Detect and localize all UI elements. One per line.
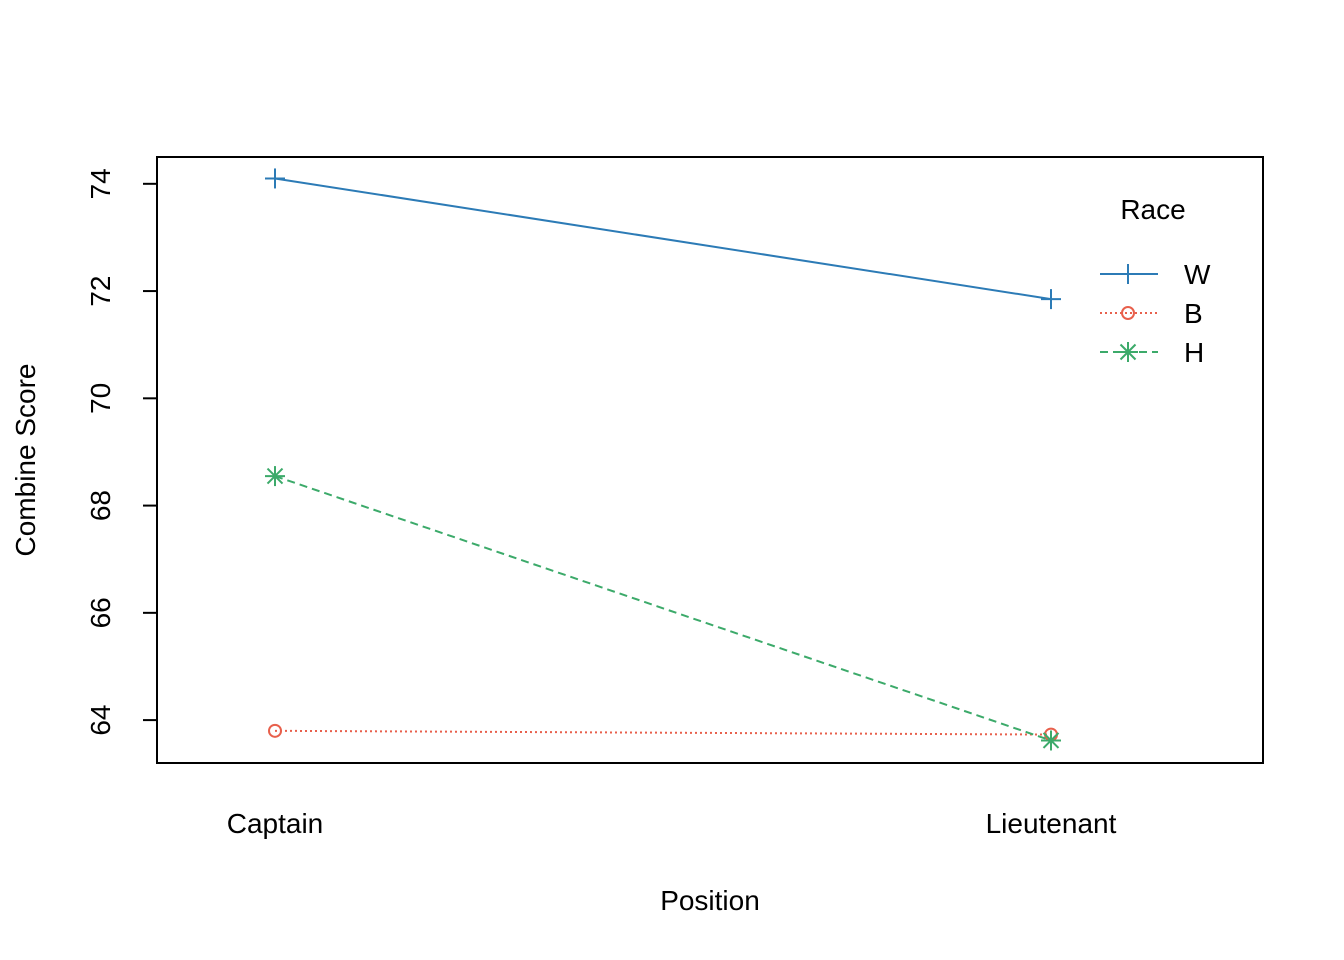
data-point [1041,289,1061,310]
legend-item-H: H [1100,337,1204,368]
y-tick-label: 74 [85,168,116,199]
x-tick-label: Lieutenant [986,808,1117,839]
legend-marker [1118,264,1138,284]
y-tick-label: 66 [85,597,116,628]
legend: Race WBH [1100,194,1211,368]
legend-label: H [1184,337,1204,368]
y-tick-label: 72 [85,275,116,306]
y-tick-label: 68 [85,490,116,521]
x-axis-title: Position [660,885,760,916]
legend-title: Race [1120,194,1185,225]
legend-item-W: W [1100,259,1211,290]
plot-frame [156,156,1264,764]
y-axis: 64 66 68 70 72 74 [85,168,157,736]
x-tick-label: Captain [227,808,324,839]
data-point [265,168,285,189]
data-point [1041,730,1061,751]
legend-marker [1118,342,1138,362]
series-line [274,729,1052,736]
series-B [268,723,1058,742]
series-layer [265,168,1061,751]
data-point [268,723,282,738]
legend-marker [1121,306,1135,320]
legend-item-B: B [1100,298,1203,329]
y-tick-label: 70 [85,383,116,414]
series-line [274,475,1052,742]
series-H [265,466,1061,751]
y-tick-label: 64 [85,705,116,736]
series-line [274,177,1052,301]
legend-label: B [1184,298,1203,329]
data-point [265,466,285,487]
y-axis-title: Combine Score [10,364,41,557]
series-W [265,168,1061,310]
legend-label: W [1184,259,1211,290]
x-axis: Captain Lieutenant [227,808,1117,839]
